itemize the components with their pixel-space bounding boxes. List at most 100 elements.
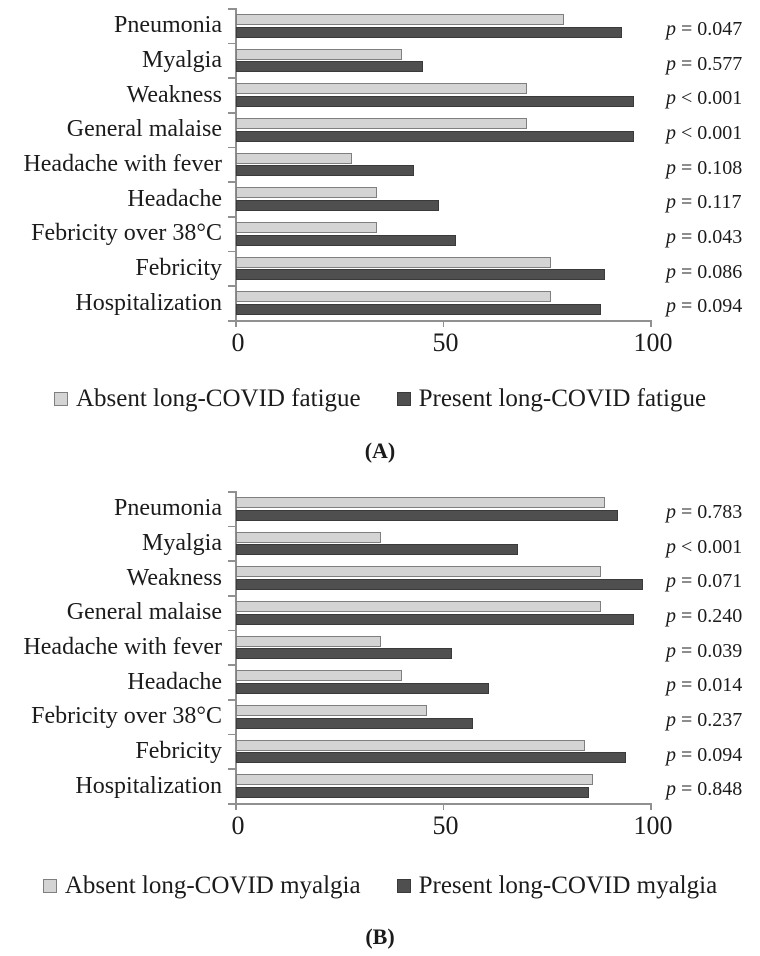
category-label: Febricity (135, 255, 222, 281)
legend-label: Present long-COVID myalgia (418, 872, 718, 899)
category-tick (228, 629, 235, 632)
p-value-label: p = 0.783 (666, 502, 742, 522)
bar-absent (236, 497, 606, 508)
caption-a: (A) (364, 438, 396, 463)
p-value-label: p = 0.086 (666, 262, 742, 282)
p-symbol: p (666, 743, 676, 766)
category-label: Hospitalization (75, 772, 222, 799)
category-tick (228, 560, 235, 562)
category-label: Headache with fever (23, 151, 222, 177)
category-tick (228, 181, 235, 183)
bar-absent (236, 83, 527, 95)
x-axis-tick (442, 803, 444, 810)
x-axis-tick (235, 803, 237, 810)
p-value-label: p = 0.014 (666, 675, 742, 695)
category-label: General malaise (66, 599, 222, 626)
bar-present (236, 544, 519, 556)
p-symbol: p (666, 226, 676, 248)
bar-absent (236, 774, 593, 786)
chart-b-myalgia: Absent long-COVID myalgia Present long-CO… (0, 483, 760, 956)
x-tick-label: 0 (231, 328, 245, 357)
p-symbol: p (666, 535, 676, 558)
bar-absent (236, 739, 585, 751)
category-label: Febricity (135, 738, 222, 764)
p-value-label: p = 0.240 (666, 606, 742, 626)
category-tick (228, 699, 235, 701)
category-tick (228, 8, 235, 10)
p-symbol: p (666, 260, 676, 283)
p-symbol: p (666, 605, 676, 627)
caption-b: (B) (365, 924, 395, 949)
p-value-label: p < 0.001 (666, 88, 742, 108)
p-symbol: p (666, 18, 676, 40)
p-value-label: p = 0.108 (666, 158, 742, 178)
p-value-text: = 0.108 (676, 156, 743, 179)
p-value-text: < 0.001 (676, 535, 743, 558)
bar-present (236, 234, 456, 246)
p-value-text: = 0.237 (676, 709, 743, 731)
category-tick (228, 664, 235, 666)
bar-absent (236, 635, 382, 647)
category-tick (228, 285, 235, 287)
p-value-text: = 0.086 (676, 260, 743, 283)
p-value-label: p = 0.848 (666, 779, 742, 799)
bar-absent (236, 566, 602, 578)
bar-absent (236, 601, 602, 612)
p-value-label: p = 0.094 (666, 745, 742, 765)
p-symbol: p (666, 570, 676, 593)
category-label: Headache (127, 668, 222, 695)
category-tick (228, 803, 235, 805)
legend-b: Absent long-COVID myalgia Present long-CO… (0, 873, 760, 898)
p-value-label: p < 0.001 (666, 123, 742, 143)
p-symbol: p (666, 674, 676, 697)
bar-present (236, 613, 635, 625)
category-tick (228, 491, 235, 493)
y-axis (235, 8, 237, 320)
legend-item: Absent long-COVID fatigue (53, 385, 361, 412)
bar-present (236, 786, 589, 798)
category-label: Febricity over 38°C (31, 703, 222, 730)
bar-present (236, 509, 618, 521)
legend-swatch-present (396, 878, 411, 893)
y-axis (235, 491, 237, 803)
x-tick-label: 0 (231, 811, 245, 840)
category-tick (228, 733, 235, 736)
p-symbol: p (666, 52, 676, 75)
category-label: Headache (127, 185, 222, 212)
category-tick (228, 42, 235, 45)
p-value-text: = 0.094 (676, 743, 743, 766)
p-value-text: = 0.014 (676, 674, 743, 697)
legend-label: Present long-COVID fatigue (418, 385, 707, 412)
p-value-label: p = 0.043 (666, 227, 742, 247)
category-label: Weakness (126, 81, 222, 108)
category-tick (228, 146, 235, 149)
bar-absent (236, 48, 402, 60)
p-value-text: = 0.094 (676, 295, 743, 318)
p-value-label: p < 0.001 (666, 537, 742, 557)
x-tick-label: 50 (432, 328, 459, 357)
bar-absent (236, 187, 378, 199)
legend-swatch-absent (42, 878, 57, 893)
category-tick (228, 595, 235, 597)
x-axis-tick (650, 803, 652, 810)
legend-item: Absent long-COVID myalgia (42, 873, 361, 898)
p-value-text: = 0.047 (676, 18, 743, 40)
bar-present (236, 648, 452, 660)
x-tick-label: 100 (633, 811, 673, 840)
legend-a: Absent long-COVID fatigue Present long-CO… (0, 386, 760, 411)
category-label: Pneumonia (114, 495, 222, 522)
category-label: Myalgia (142, 47, 222, 73)
bar-present (236, 26, 622, 38)
bar-present (236, 61, 423, 73)
p-symbol: p (666, 501, 676, 523)
legend-label: Absent long-COVID fatigue (75, 385, 361, 412)
p-value-text: = 0.783 (676, 501, 743, 523)
p-symbol: p (666, 709, 676, 731)
p-symbol: p (666, 156, 676, 179)
x-axis-tick (442, 320, 444, 327)
p-value-label: p = 0.117 (666, 192, 742, 212)
bar-present (236, 578, 643, 590)
p-value-text: = 0.117 (676, 191, 742, 214)
p-value-text: = 0.039 (676, 639, 743, 662)
